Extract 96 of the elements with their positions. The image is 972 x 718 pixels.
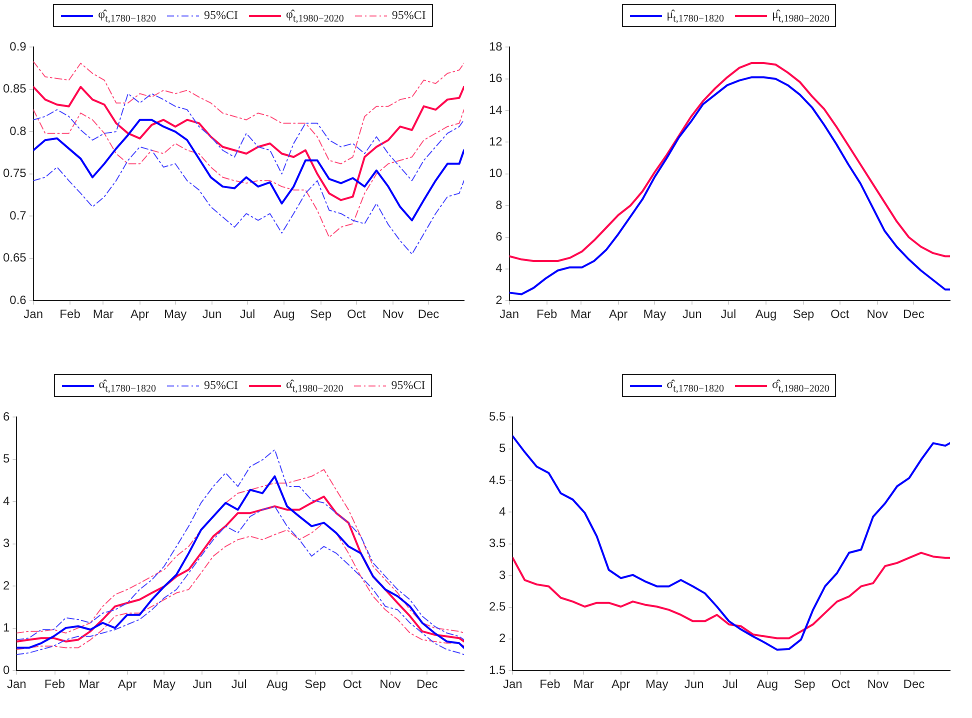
y-tick-label: 3 <box>498 568 506 582</box>
line-series <box>33 61 464 165</box>
x-tick-label: Jun <box>684 678 704 692</box>
x-tick-label: Oct <box>831 678 851 692</box>
y-tick-label: 4.5 <box>488 473 506 488</box>
x-tick-label: Nov <box>380 678 401 692</box>
legend-label: σ̂$_{t,1980−2020}$ <box>772 377 830 394</box>
y-tick-label: 3.5 <box>488 536 506 551</box>
legend-label: 95%CI <box>392 8 426 24</box>
y-tick-label: 18 <box>488 40 503 54</box>
x-tick-label: Sep <box>792 308 815 322</box>
y-tick-label: 1.5 <box>488 663 506 678</box>
legend-label: φ̂$_{t,1980−2020}$ <box>286 7 344 24</box>
x-tick-label: Nov <box>866 308 888 322</box>
x-tick-label: Mar <box>78 678 100 692</box>
x-tick-label: Apr <box>118 678 137 692</box>
x-tick-label: Mar <box>92 308 114 322</box>
x-tick-label: Jul <box>722 678 738 692</box>
x-tick-label: Dec <box>903 308 924 322</box>
x-tick-label: May <box>152 678 176 692</box>
y-tick-label: 0.75 <box>2 166 27 181</box>
legend-label: 95%CI <box>204 8 238 24</box>
x-tick-label: Mar <box>573 678 594 692</box>
y-tick-label: 14 <box>488 103 503 118</box>
legend-label: σ̂$_{t,1780−1820}$ <box>666 377 724 394</box>
x-tick-label: May <box>646 678 668 692</box>
y-tick-label: 2.5 <box>488 600 506 614</box>
y-tick-label: 5 <box>498 442 506 456</box>
y-tick-label: 8 <box>496 198 503 212</box>
line-series <box>33 94 464 182</box>
y-tick-label: 16 <box>488 72 503 86</box>
y-tick-label: 0.6 <box>10 293 27 308</box>
x-tick-label: Feb <box>60 308 81 322</box>
legend-label: α̂$_{t,1780−1820}$ <box>98 377 156 394</box>
x-tick-label: Feb <box>536 308 558 322</box>
y-tick-label: 2 <box>2 578 10 593</box>
legend-label: φ̂$_{t,1780−1820}$ <box>98 7 156 24</box>
y-tick-label: 4 <box>2 494 10 508</box>
x-tick-label: Jul <box>720 308 736 322</box>
x-tick-label: Jul <box>240 308 256 322</box>
x-tick-label: Oct <box>347 308 366 322</box>
legend-label: α̂$_{t,1980−2020}$ <box>286 377 344 394</box>
y-tick-label: 0.85 <box>2 82 27 96</box>
y-tick-label: 2 <box>496 293 503 308</box>
x-tick-label: Nov <box>867 678 889 692</box>
x-tick-label: Oct <box>342 678 362 692</box>
x-tick-label: Feb <box>44 678 66 692</box>
x-tick-label: Aug <box>755 308 777 322</box>
y-tick-label: 6 <box>2 410 10 424</box>
y-tick-label: 0.9 <box>10 40 27 54</box>
y-tick-label: 0 <box>2 663 10 678</box>
x-tick-label: Apr <box>608 308 628 322</box>
y-tick-label: 0.65 <box>2 251 27 266</box>
x-tick-label: Apr <box>130 308 150 322</box>
x-tick-label: Dec <box>418 308 440 322</box>
legend-label: 95%CI <box>204 378 238 394</box>
y-tick-label: 0.8 <box>10 124 27 138</box>
x-tick-label: Jun <box>202 308 222 322</box>
y-tick-label: 5 <box>2 452 10 466</box>
x-tick-label: Mar <box>570 308 592 322</box>
x-tick-label: May <box>643 308 666 322</box>
x-tick-label: Feb <box>540 678 561 692</box>
legend-label: 95%CI <box>391 378 426 394</box>
x-tick-label: Aug <box>266 678 288 692</box>
x-tick-label: Jul <box>231 678 247 692</box>
x-tick-label: Nov <box>382 308 404 322</box>
line-series <box>33 110 464 238</box>
y-tick-label: 4 <box>496 262 503 276</box>
x-tick-label: Jan <box>24 308 44 322</box>
x-tick-label: Jun <box>192 678 212 692</box>
x-tick-label: Sep <box>304 678 326 692</box>
y-tick-label: 10 <box>488 166 503 181</box>
x-tick-label: Oct <box>830 308 850 322</box>
y-tick-label: 0.7 <box>10 208 27 223</box>
line-series <box>33 146 464 256</box>
y-tick-label: 4 <box>498 504 506 519</box>
legend-label: μ̂$_{t,1980−2020}$ <box>772 7 830 24</box>
x-tick-label: Apr <box>611 678 630 692</box>
x-tick-label: Jun <box>682 308 702 322</box>
x-tick-label: Jan <box>503 678 522 692</box>
x-tick-label: Dec <box>416 678 438 692</box>
x-tick-label: Sep <box>310 308 332 322</box>
legend-label: μ̂$_{t,1780−1820}$ <box>666 7 724 24</box>
x-tick-label: Aug <box>756 678 778 692</box>
y-tick-label: 12 <box>488 134 503 149</box>
y-tick-label: 5.5 <box>488 410 506 424</box>
y-tick-label: 3 <box>2 536 10 551</box>
x-tick-label: Dec <box>903 678 925 692</box>
x-tick-label: Sep <box>794 678 816 692</box>
x-tick-label: Aug <box>273 308 295 322</box>
x-tick-label: Jan <box>6 678 26 692</box>
y-tick-label: 1 <box>2 621 10 636</box>
x-tick-label: Jan <box>500 308 520 322</box>
y-tick-label: 2 <box>498 632 506 646</box>
y-tick-label: 6 <box>496 230 503 244</box>
x-tick-label: May <box>164 308 187 322</box>
